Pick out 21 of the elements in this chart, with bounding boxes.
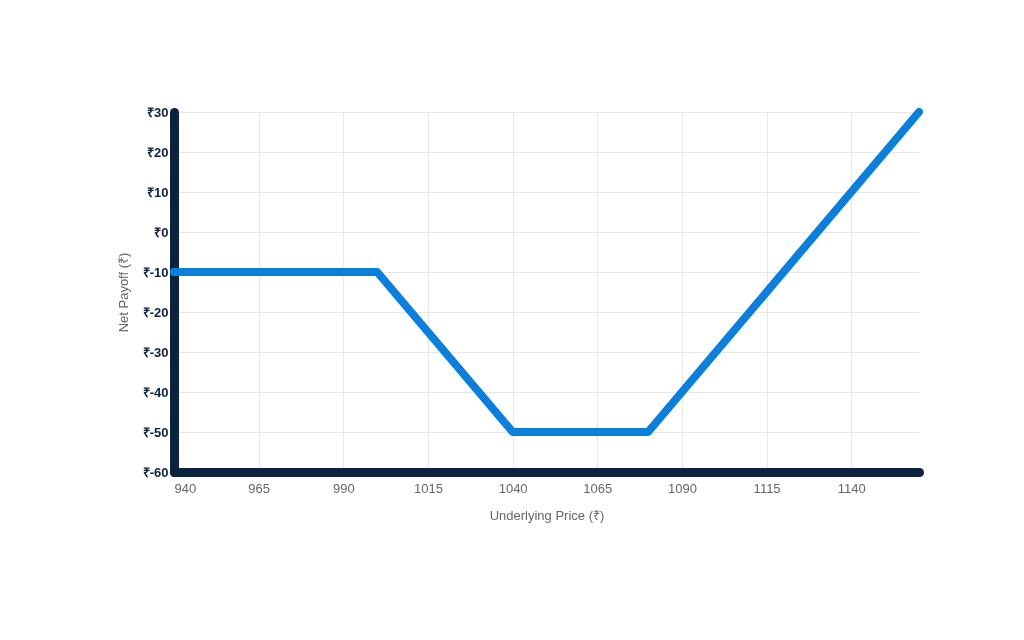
y-tick-label: ₹-20 xyxy=(142,304,169,320)
x-tick-label: 1115 xyxy=(753,480,781,496)
x-tick-label: 1090 xyxy=(667,480,697,496)
x-tick-label: 940 xyxy=(174,480,197,496)
y-tick-label: ₹-40 xyxy=(142,384,169,400)
x-tick-label: 1040 xyxy=(498,480,528,496)
x-tick-label: 1065 xyxy=(583,480,613,496)
x-tick-label: 965 xyxy=(248,480,271,496)
y-tick-label: ₹0 xyxy=(154,224,169,240)
y-tick-label: ₹-30 xyxy=(142,344,169,360)
y-axis-title: Net Payoff (₹) xyxy=(115,252,131,333)
y-tick-label: ₹30 xyxy=(147,104,169,120)
x-tick-label: 1140 xyxy=(837,480,866,496)
y-tick-label: ₹-50 xyxy=(142,424,169,440)
x-tick-label: 990 xyxy=(332,480,355,496)
x-axis-title: Underlying Price (₹) xyxy=(489,507,605,523)
y-tick-label: ₹-60 xyxy=(142,464,169,480)
y-tick-label: ₹20 xyxy=(147,144,169,160)
x-tick-label: 1015 xyxy=(414,480,443,496)
y-tick-label: ₹-10 xyxy=(142,264,169,280)
y-tick-label: ₹10 xyxy=(147,184,169,200)
